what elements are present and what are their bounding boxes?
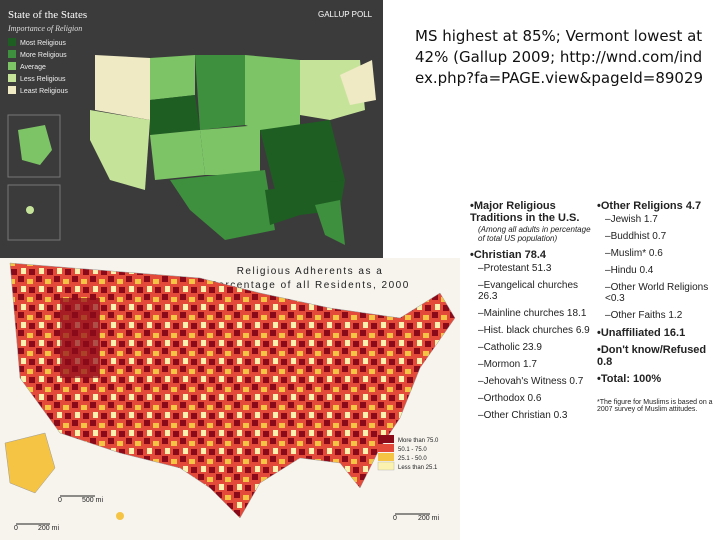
total-item: Don't know/Refused 0.8 (597, 344, 717, 368)
legend-swatch (8, 62, 16, 70)
list-item: Catholic 23.9 (478, 342, 595, 353)
legend-label: 25.1 - 50.0 (398, 456, 427, 462)
list-item: Muslim* 0.6 (605, 248, 717, 259)
utah-region (60, 298, 100, 378)
list-item: Buddhist 0.7 (605, 231, 717, 242)
us-states (90, 55, 376, 245)
christian-list: Protestant 51.3 Evangelical churches 26.3… (470, 263, 595, 421)
adherents-map: Religious Adherents as a Percentage of a… (0, 258, 460, 540)
group-label: Other Religions 4.7 (597, 200, 717, 212)
list-item: Protestant 51.3 (478, 263, 595, 274)
right-column: Other Religions 4.7 Jewish 1.7 Buddhist 0… (597, 200, 717, 413)
list-item: Orthodox 0.6 (478, 393, 595, 404)
scale-label: 500 mi (82, 497, 103, 504)
legend-swatch (8, 50, 16, 58)
gallup-map: State of the States Importance of Religi… (0, 0, 383, 258)
scale-label: 200 mi (38, 525, 59, 532)
alaska-shape (18, 125, 52, 165)
map-title: Religious Adherents as a (237, 266, 384, 277)
legend-label: Less Religious (20, 76, 66, 83)
list-item: Jehovah's Witness 0.7 (478, 376, 595, 387)
legend-label: Most Religious (20, 40, 66, 47)
list-item: Hist. black churches 6.9 (478, 325, 595, 336)
list-item: Evangelical churches 26.3 (478, 280, 595, 302)
legend-label: Less than 25.1 (398, 465, 438, 471)
list-item: Other Christian 0.3 (478, 410, 595, 421)
left-column: Major Religious Traditions in the U.S. (… (470, 200, 595, 427)
scale-label: 0 (58, 497, 62, 504)
brand: GALLUP POLL (318, 10, 373, 19)
caption: MS highest at 85%; Vermont lowest at 42%… (415, 27, 704, 87)
legend-swatch (8, 86, 16, 94)
hawaii-inset (7, 184, 61, 241)
hawaii-shape (116, 512, 124, 520)
group-label: Christian 78.4 (470, 249, 595, 261)
scale-label: 0 (393, 515, 397, 522)
total-item: Unaffiliated 16.1 (597, 327, 717, 339)
map-title: Percentage of all Residents, 2000 (210, 280, 410, 291)
alaska-inset (7, 114, 61, 178)
footnote: *The figure for Muslims is based on a 20… (597, 399, 713, 413)
scale-label: 0 (14, 525, 18, 532)
legend: More than 75.0 50.1 - 75.0 25.1 - 50.0 L… (377, 435, 439, 471)
legend-swatch (378, 444, 394, 452)
legend-swatch (8, 38, 16, 46)
map-subtitle: Importance of Religion (7, 24, 82, 33)
list-item: Mormon 1.7 (478, 359, 595, 370)
legend-swatch (378, 435, 394, 443)
alaska-shape (4, 432, 56, 494)
note: (Among all adults in percentage of total… (478, 225, 591, 243)
other-list: Jewish 1.7 Buddhist 0.7 Muslim* 0.6 Hindu 0… (597, 214, 717, 321)
legend-label: More Religious (20, 52, 67, 59)
legend-label: Average (20, 64, 46, 71)
scale-label: 200 mi (418, 515, 439, 522)
list-item: Mainline churches 18.1 (478, 308, 595, 319)
legend-label: More than 75.0 (398, 438, 439, 444)
legend-swatch (377, 461, 395, 471)
legend-label: 50.1 - 75.0 (398, 447, 427, 453)
scale-bars: 0 500 mi 0 200 mi 0 200 mi (14, 495, 439, 532)
list-item: Hindu 0.4 (605, 265, 717, 276)
totals: Unaffiliated 16.1 Don't know/Refused 0.8 T… (597, 327, 717, 385)
hawaii-shape (26, 206, 34, 214)
list-item: Other World Religions <0.3 (605, 282, 717, 304)
map-title: State of the States (8, 9, 87, 21)
list-item: Other Faiths 1.2 (605, 310, 717, 321)
list-item: Jewish 1.7 (605, 214, 717, 225)
legend-swatch (378, 453, 394, 461)
total-item: Total: 100% (597, 373, 717, 385)
heading: Major Religious Traditions in the U.S. (470, 200, 595, 224)
legend-swatch (8, 74, 16, 82)
legend-label: Least Religious (20, 88, 68, 95)
us-counties (9, 262, 456, 519)
legend: Most Religious More Religious Average Le… (8, 38, 68, 95)
